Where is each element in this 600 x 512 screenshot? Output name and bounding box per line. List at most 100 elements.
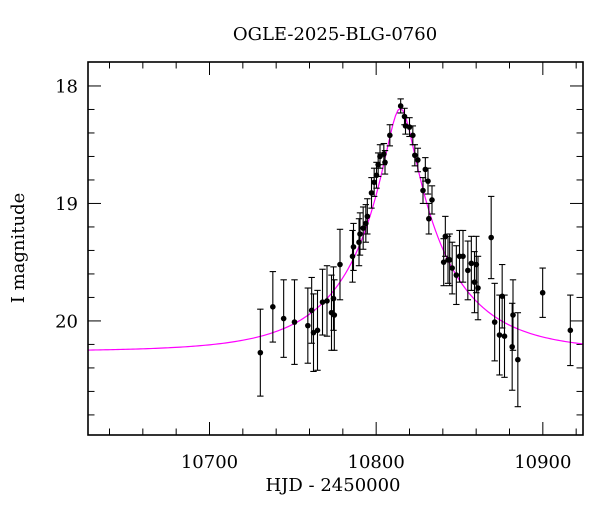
data-point-group — [491, 282, 498, 362]
data-point — [420, 187, 426, 194]
data-point — [371, 179, 377, 186]
data-point — [496, 332, 503, 338]
data-point-group — [381, 150, 389, 175]
data-point-group — [459, 229, 467, 283]
data-point — [387, 132, 393, 139]
x-tick-label: 10700 — [181, 452, 238, 473]
data-point-group — [539, 267, 546, 318]
data-point-group — [514, 312, 522, 408]
data-point-group — [376, 144, 384, 169]
data-point-group — [414, 147, 422, 173]
y-tick-label: 20 — [55, 311, 78, 332]
data-point — [364, 213, 371, 220]
data-point-group — [474, 255, 482, 321]
data-point-group — [425, 202, 433, 235]
data-point-group — [330, 266, 337, 331]
data-point — [410, 132, 416, 139]
data-point — [270, 304, 276, 310]
data-point-group — [280, 279, 287, 358]
data-point-group — [453, 245, 460, 306]
data-point — [257, 349, 264, 356]
data-point — [349, 253, 356, 260]
data-point-group — [304, 287, 312, 364]
data-point — [305, 322, 311, 329]
data-point-group — [487, 195, 495, 280]
data-point — [491, 319, 498, 325]
data-point — [406, 124, 413, 130]
data-point-group — [314, 289, 321, 371]
data-point — [468, 260, 475, 267]
data-point — [291, 319, 298, 325]
data-point-group — [567, 294, 574, 367]
data-point — [515, 356, 521, 363]
data-point — [360, 225, 366, 231]
plot-frame — [87, 61, 584, 436]
data-point-group — [291, 279, 298, 365]
data-point — [460, 253, 466, 260]
data-point-group — [349, 229, 356, 283]
data-point — [446, 257, 453, 263]
y-tick-label: 19 — [55, 194, 78, 215]
data-point-group — [496, 294, 503, 376]
data-point — [330, 295, 337, 302]
data-point — [324, 298, 330, 304]
data-point-group — [319, 268, 326, 336]
data-point — [465, 267, 471, 274]
x-tick-label: 10800 — [348, 452, 405, 473]
data-point-group — [331, 279, 338, 351]
data-point — [350, 244, 357, 250]
data-point-group — [448, 241, 456, 295]
data-point — [449, 265, 455, 271]
data-point — [314, 327, 321, 334]
data-point-group — [397, 98, 404, 114]
data-point — [280, 315, 287, 322]
plot-generated-content: 10700 10800 10900 18 19 20 — [55, 61, 584, 473]
data-point-group — [364, 198, 371, 235]
data-point-group — [356, 212, 364, 256]
data-point — [397, 103, 404, 109]
data-point — [401, 113, 408, 120]
y-tick-label: 18 — [55, 76, 78, 97]
x-tick-label: 10900 — [514, 452, 571, 473]
data-point — [382, 159, 388, 166]
data-point — [501, 333, 508, 339]
x-axis-label: HJD - 2450000 — [265, 475, 400, 496]
data-point — [412, 152, 418, 159]
data-point — [426, 215, 432, 222]
data-point — [509, 343, 515, 350]
data-point — [510, 312, 516, 318]
chart-title: OGLE-2025-BLG-0760 — [233, 24, 437, 45]
data-point — [422, 166, 429, 173]
data-point-group — [355, 218, 363, 267]
data-point-group — [269, 271, 277, 343]
data-point-group — [386, 124, 394, 147]
data-point — [331, 312, 338, 318]
data-point — [475, 285, 481, 291]
data-point — [425, 178, 431, 184]
data-point — [356, 239, 362, 246]
data-point — [488, 234, 494, 241]
data-point — [319, 299, 326, 305]
data-point — [440, 259, 447, 265]
data-point-group — [323, 265, 331, 337]
model-curve — [87, 107, 584, 351]
data-point-group — [336, 228, 344, 301]
data-point-group — [428, 185, 436, 215]
data-point — [381, 151, 387, 157]
data-point — [453, 272, 460, 278]
data-point — [415, 157, 421, 163]
data-point-group — [509, 279, 517, 351]
data-point-group — [424, 167, 432, 195]
data-point-group — [501, 294, 508, 378]
data-point — [368, 190, 375, 196]
data-point-group — [310, 293, 317, 372]
data-point-group — [257, 308, 264, 397]
y-axis-label: I magnitude — [8, 193, 29, 304]
data-point-group — [464, 240, 472, 301]
data-point-group — [350, 222, 357, 271]
data-point — [357, 231, 363, 237]
data-point — [567, 327, 574, 334]
data-point — [539, 289, 546, 296]
